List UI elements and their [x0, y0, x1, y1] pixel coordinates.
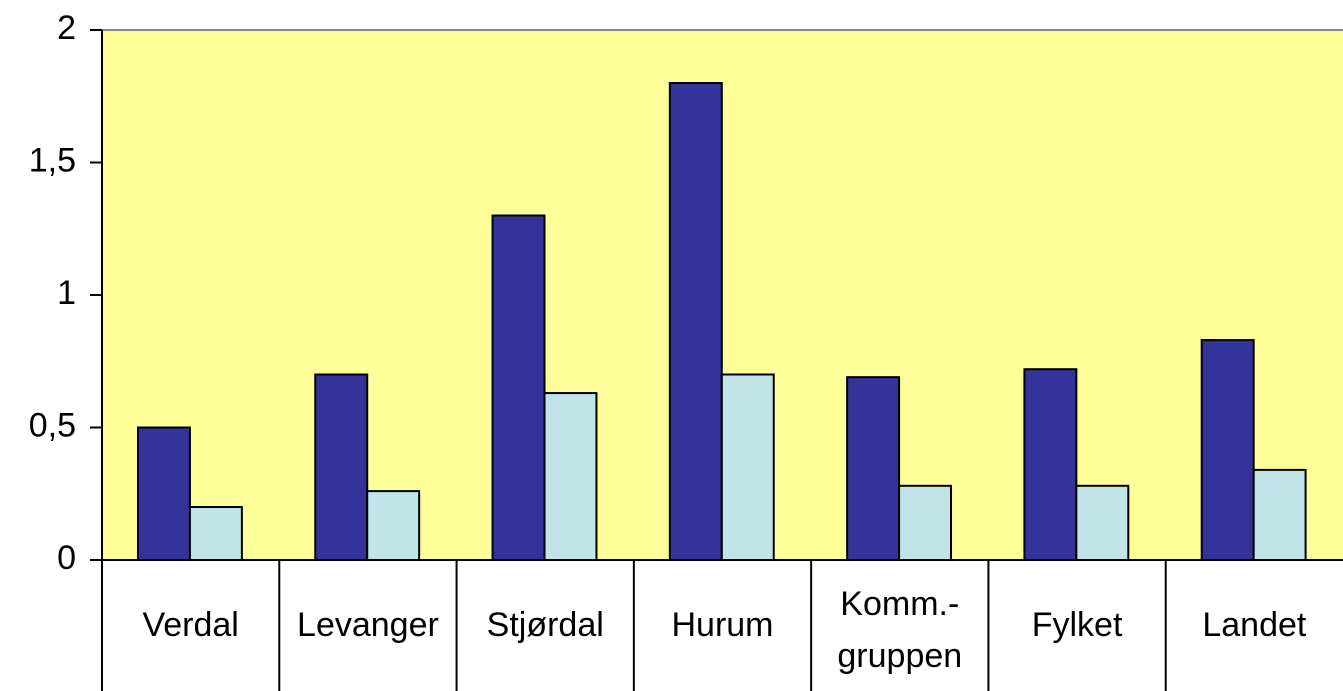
- y-tick-label: 0,5: [29, 406, 76, 444]
- bar: [898, 484, 953, 561]
- x-tick-label: Komm.-gruppen: [837, 585, 962, 675]
- bar: [491, 214, 546, 561]
- bar: [543, 392, 598, 561]
- x-tick-label: Stjørdal: [487, 606, 604, 644]
- x-tick-label: Levanger: [297, 606, 439, 644]
- y-tick-label: 2: [57, 9, 76, 47]
- bar: [136, 426, 191, 561]
- bar: [1023, 368, 1078, 562]
- x-tick-label: Verdal: [142, 606, 238, 644]
- bar: [846, 376, 901, 561]
- bar: [1075, 484, 1130, 561]
- bar: [314, 373, 369, 561]
- bar: [1200, 339, 1255, 561]
- x-tick-label: Landet: [1202, 606, 1307, 644]
- bar: [720, 373, 775, 561]
- x-tick-label: Fylket: [1032, 606, 1123, 644]
- bar: [366, 490, 421, 562]
- bar: [668, 82, 723, 561]
- y-tick-label: 1,5: [29, 141, 76, 179]
- y-tick-label: 1: [57, 274, 76, 312]
- y-tick-label: 0: [57, 539, 76, 577]
- x-tick-label: Hurum: [671, 606, 773, 644]
- bar: [188, 506, 243, 561]
- bar: [1252, 468, 1307, 561]
